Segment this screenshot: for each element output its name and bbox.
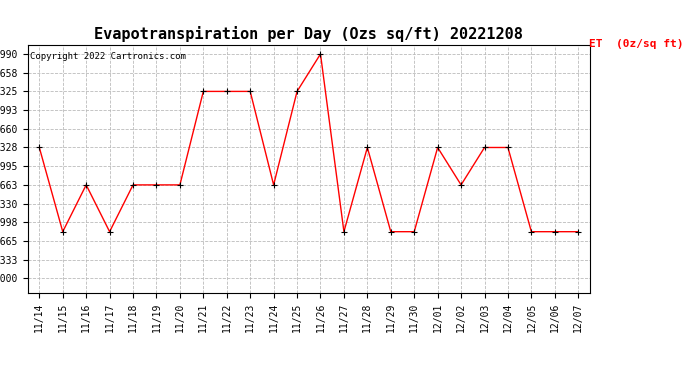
Title: Evapotranspiration per Day (Ozs sq/ft) 20221208: Evapotranspiration per Day (Ozs sq/ft) 2… xyxy=(95,27,523,42)
Text: Copyright 2022 Cartronics.com: Copyright 2022 Cartronics.com xyxy=(30,53,186,62)
Text: ET  (0z/sq ft): ET (0z/sq ft) xyxy=(589,39,683,50)
